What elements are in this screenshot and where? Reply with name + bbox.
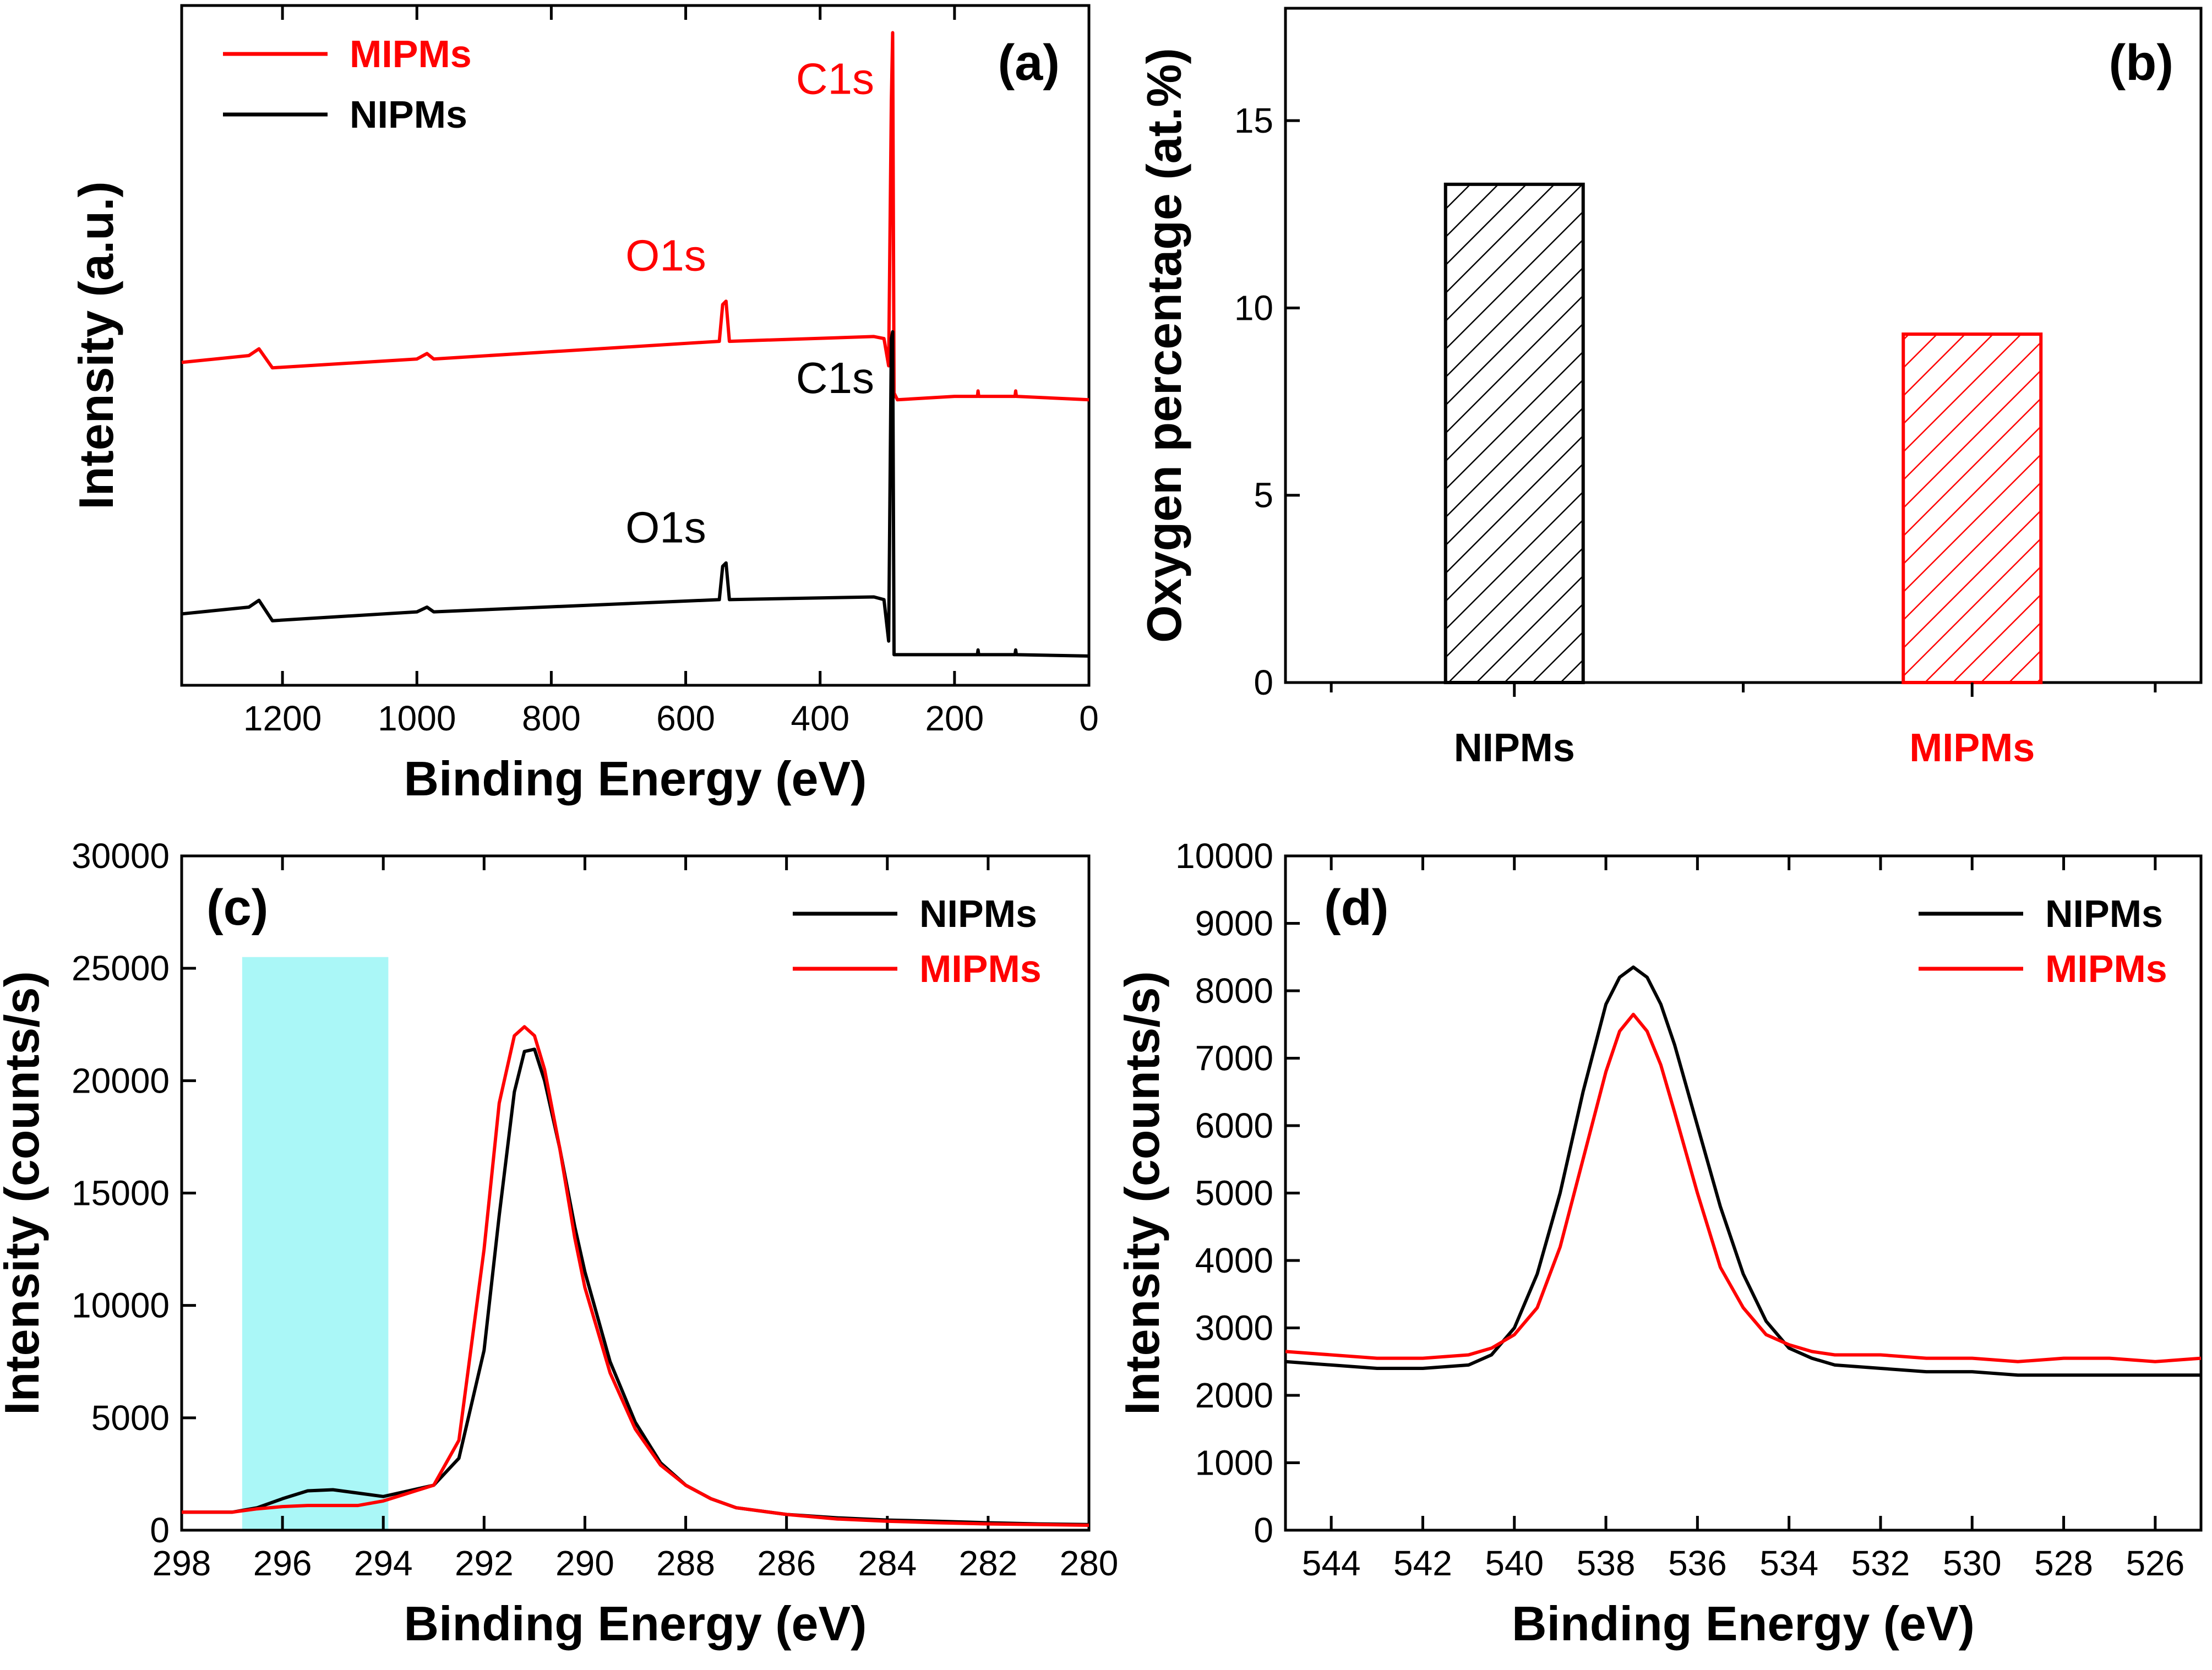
y-tick-label-b: 0 (1254, 663, 1273, 702)
x-tick-label-c: 284 (858, 1543, 917, 1583)
category-label-nipms: NIPMs (1454, 726, 1575, 770)
y-tick-label-d: 6000 (1195, 1106, 1273, 1145)
panel-c-c1s-spectrum: 298 296 294 292 290 288 286 284 282 280 Binding En… (0, 836, 1118, 1651)
y-axis-title-b: Oxygen percentage (at.%) (1137, 48, 1191, 643)
panel-a-survey-spectrum: 1200 1000 800 600 400 200 0 Binding Energy (eV)… (69, 4, 1099, 806)
x-tick-label-d: 532 (1851, 1543, 1910, 1583)
y-tick-label-d: 4000 (1195, 1241, 1273, 1280)
x-tick-label-c: 286 (757, 1543, 816, 1583)
x-tick-label-d: 526 (2126, 1543, 2184, 1583)
y-tick-label-b: 15 (1234, 101, 1273, 140)
panel-label-d: (d) (1324, 880, 1388, 936)
y-tick-label-c: 20000 (72, 1061, 170, 1100)
y-tick-label-c: 30000 (72, 836, 170, 876)
y-tick-label-d: 2000 (1195, 1376, 1273, 1415)
x-tick-label-d: 528 (2034, 1543, 2093, 1583)
y-tick-label-d: 7000 (1195, 1039, 1273, 1078)
panel-d-o1s-spectrum: 544 542 540 538 536 534 532 530 528 526 Binding En… (1115, 836, 2203, 1651)
panel-b-oxygen-bar-chart: 0 5 10 15 Oxygen percentage (at.%) NIPMs MIPMs… (1137, 7, 2203, 770)
x-axis-title-a: Binding Energy (eV) (404, 751, 867, 806)
x-axis-title-c: Binding Energy (eV) (404, 1596, 867, 1651)
x-tick-label-c: 296 (253, 1543, 312, 1583)
highlight-band-c (242, 957, 389, 1530)
y-tick-label-d: 10000 (1175, 836, 1273, 876)
y-tick-label-d: 0 (1254, 1510, 1273, 1550)
x-tick-label-d: 530 (1943, 1543, 2002, 1583)
x-tick-label-a: 1000 (378, 698, 456, 738)
category-label-mipms: MIPMs (1909, 726, 2035, 770)
x-tick-label-c: 282 (958, 1543, 1017, 1583)
x-tick-label-a: 800 (522, 698, 581, 738)
x-tick-label-d: 544 (1302, 1543, 1361, 1583)
panel-label-b: (b) (2109, 35, 2173, 91)
y-tick-label-d: 3000 (1195, 1308, 1273, 1348)
legend-label-nipms-c: NIPMs (919, 892, 1037, 935)
x-tick-label-a: 400 (791, 698, 849, 738)
series-line-mipms-d (1285, 1012, 2202, 1363)
series-line-nipms-a (181, 330, 1089, 658)
x-tick-label-d: 536 (1668, 1543, 1727, 1583)
peak-label-c1s-nipms: C1s (796, 353, 874, 402)
legend-label-nipms-a: NIPMs (350, 93, 467, 136)
x-tick-label-d: 540 (1485, 1543, 1544, 1583)
y-tick-label-c: 25000 (72, 948, 170, 988)
y-axis-title-a: Intensity (a.u.) (69, 181, 123, 510)
y-tick-label-c: 15000 (72, 1174, 170, 1213)
bar-nipms (1443, 182, 1585, 685)
x-tick-label-a: 600 (656, 698, 715, 738)
y-tick-label-d: 9000 (1195, 904, 1273, 943)
x-axis-title-d: Binding Energy (eV) (1512, 1596, 1975, 1651)
y-tick-label-b: 5 (1254, 476, 1273, 515)
x-tick-label-c: 290 (555, 1543, 614, 1583)
y-axis-title-d: Intensity (counts/s) (1115, 971, 1169, 1415)
y-tick-label-d: 8000 (1195, 971, 1273, 1011)
panel-label-a: (a) (998, 35, 1060, 91)
x-tick-label-d: 538 (1577, 1543, 1636, 1583)
bar-mipms (1902, 332, 2043, 684)
x-tick-label-a: 0 (1079, 698, 1099, 738)
x-tick-label-c: 292 (455, 1543, 514, 1583)
x-tick-label-a: 1200 (243, 698, 322, 738)
y-tick-label-b: 10 (1234, 288, 1273, 328)
x-tick-label-d: 534 (1759, 1543, 1818, 1583)
y-tick-label-c: 10000 (72, 1286, 170, 1325)
peak-label-o1s-nipms: O1s (625, 503, 706, 552)
peak-label-o1s-mipms: O1s (625, 231, 706, 280)
x-tick-label-c: 294 (354, 1543, 413, 1583)
x-tick-label-c: 288 (656, 1543, 715, 1583)
panel-label-c: (c) (206, 880, 268, 936)
x-tick-label-a: 200 (925, 698, 984, 738)
series-line-mipms-c (182, 1025, 1089, 1527)
series-line-mipms-a (181, 31, 1089, 402)
legend-label-nipms-d: NIPMs (2045, 892, 2163, 935)
series-line-nipms-d (1285, 965, 2201, 1377)
y-tick-label-c: 5000 (91, 1398, 170, 1438)
legend-label-mipms-a: MIPMs (350, 32, 472, 75)
y-tick-label-c: 0 (150, 1510, 170, 1550)
x-tick-label-d: 542 (1393, 1543, 1452, 1583)
legend-label-mipms-c: MIPMs (919, 947, 1042, 990)
x-tick-label-c: 298 (152, 1543, 211, 1583)
y-tick-label-d: 1000 (1195, 1443, 1273, 1483)
x-tick-label-c: 280 (1060, 1543, 1119, 1583)
legend-label-mipms-d: MIPMs (2045, 947, 2167, 990)
plot-frame-a (180, 4, 1091, 687)
peak-label-c1s-mipms: C1s (796, 54, 874, 103)
y-axis-title-c: Intensity (counts/s) (0, 971, 49, 1415)
y-tick-label-d: 5000 (1195, 1174, 1273, 1213)
